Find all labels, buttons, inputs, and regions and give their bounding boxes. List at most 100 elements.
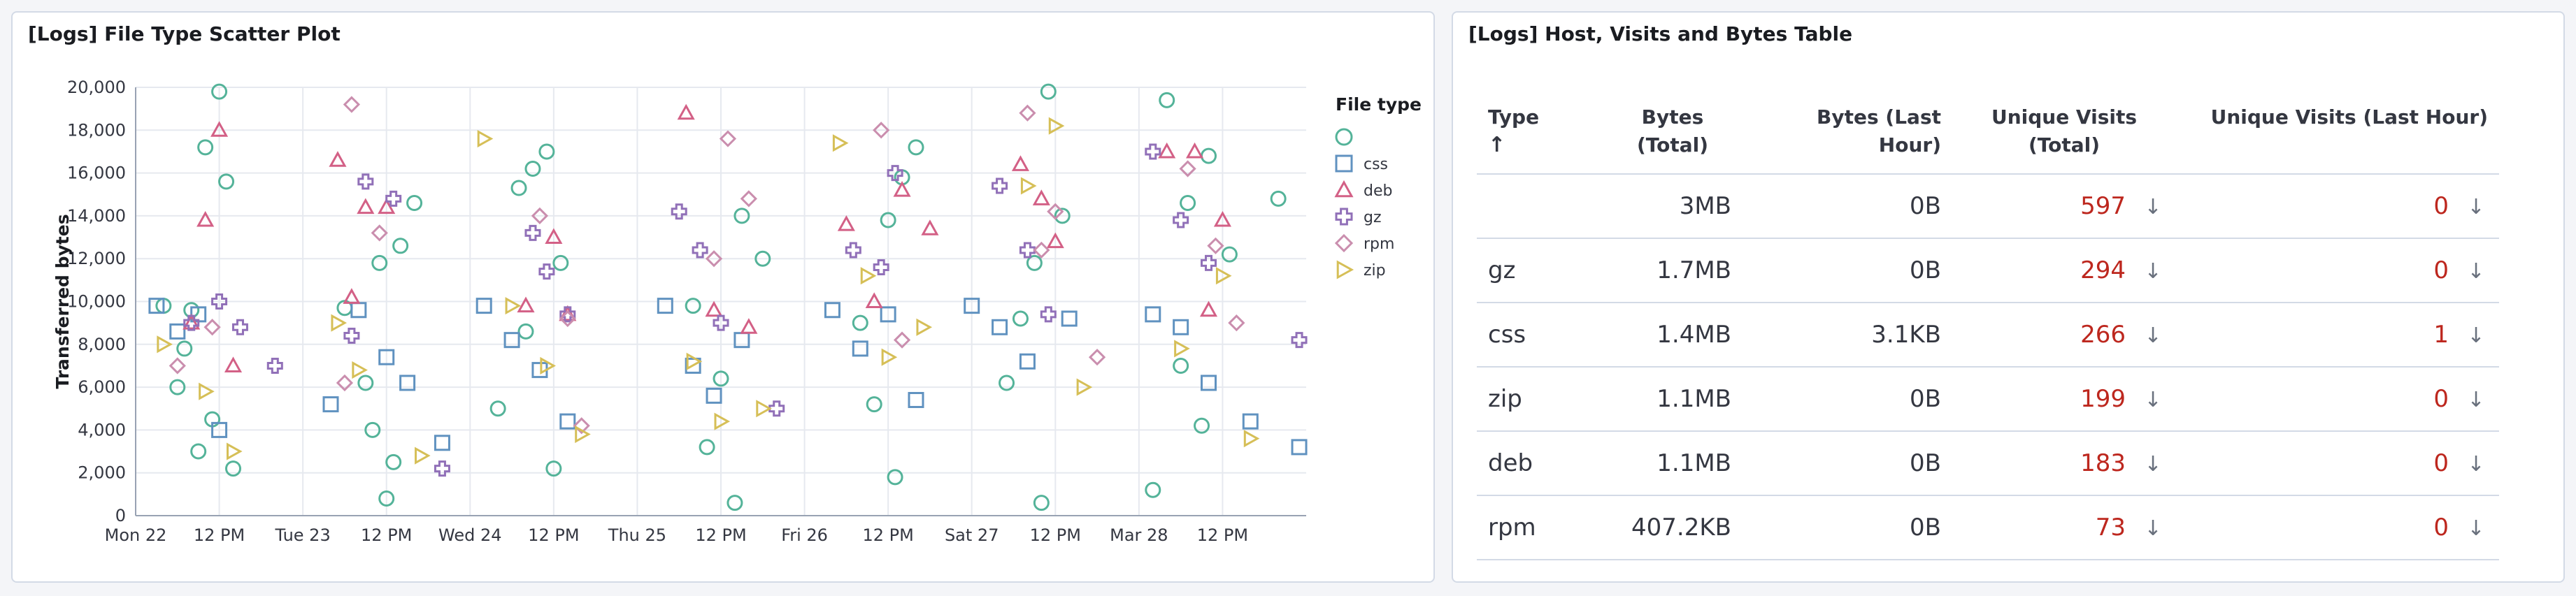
data-point-deb [1186,142,1204,159]
cell-type: gz [1477,238,1603,303]
arrow-down-icon[interactable]: ↓ [2467,516,2485,541]
data-point-gz [183,314,200,331]
data-point-blank [378,490,395,507]
visits-value: 294 [2080,256,2126,284]
data-point-rpm [1033,241,1050,259]
data-point-deb [1032,189,1050,205]
sort-ascending-icon[interactable]: ↑ [1488,133,1506,157]
data-point-rpm [1207,237,1224,254]
data-point-zip [157,335,173,354]
legend-marker-css [1335,154,1353,173]
data-point-gz [1291,332,1308,349]
data-point-rpm [336,374,354,392]
data-point-blank [545,460,562,477]
column-header-label: Unique Visits (Total) [1991,106,2138,157]
data-point-css [1291,439,1308,456]
arrow-down-icon[interactable]: ↓ [2467,452,2485,477]
data-point-blank [371,254,388,271]
data-point-blank [1270,190,1287,207]
visits-value: 0 [2433,385,2449,413]
legend-marker-zip [1336,260,1354,279]
cell-visits-total: 199 ↓ [1952,367,2176,432]
data-point-css [1242,413,1259,430]
data-point-deb [740,318,758,334]
data-point-css [378,349,395,365]
data-point-deb [865,292,883,308]
legend-label: rpm [1364,235,1394,253]
data-point-css [908,391,924,408]
data-point-gz [559,306,576,323]
y-tick-label: 10,000 [67,292,126,312]
data-point-blank [406,195,423,212]
data-point-blank [169,379,186,395]
data-point-blank [1033,495,1050,511]
cell-type: rpm [1477,495,1603,560]
column-header-bytes-total[interactable]: Bytes (Total) [1603,89,1743,175]
data-point-blank [176,340,193,357]
arrow-down-icon[interactable]: ↓ [2144,195,2162,219]
arrow-down-icon[interactable]: ↓ [2467,259,2485,284]
column-header-bytes-last-hour[interactable]: Bytes (Last Hour) [1743,89,1952,175]
scatter-chart: 0 2,000 4,000 6,000 8,000 10,000 12,000 14,000 1… [52,78,1422,545]
data-point-css [559,413,576,430]
arrow-down-icon[interactable]: ↓ [2467,195,2485,219]
data-point-blank [1180,195,1196,212]
cell-bytes-total: 407.2KB [1603,495,1743,560]
cell-visits-total: 294 ↓ [1952,238,2176,303]
data-point-deb [224,356,243,372]
visits-value: 0 [2433,256,2449,284]
arrow-down-icon[interactable]: ↓ [2144,388,2162,412]
data-point-css [824,302,840,319]
data-point-rpm [169,357,186,375]
data-point-blank [211,83,228,100]
data-point-deb [559,305,577,321]
arrow-down-icon[interactable]: ↓ [2144,259,2162,284]
data-point-gz [1173,212,1189,228]
data-point-blank [1026,254,1043,271]
arrow-down-icon[interactable]: ↓ [2144,324,2162,348]
x-tick-label: Mar 28 [1110,525,1168,545]
data-point-rpm [1179,160,1196,177]
data-point-css [1173,319,1189,335]
data-point-blank [734,208,750,224]
data-point-blank [754,250,771,267]
cell-type [1477,174,1603,239]
data-point-blank [190,443,207,460]
arrow-down-icon[interactable]: ↓ [2144,516,2162,541]
data-point-zip [1076,378,1093,396]
column-header-visits-total[interactable]: Unique Visits (Total) [1952,89,2176,175]
data-point-deb [837,215,855,231]
data-point-zip [477,130,494,148]
data-point-zip [881,348,898,366]
data-point-css [1201,375,1217,391]
visits-value: 0 [2433,514,2449,542]
data-point-zip [916,318,933,336]
y-tick-label: 16,000 [67,163,126,183]
arrow-down-icon[interactable]: ↓ [2467,324,2485,348]
column-header-visits-last-hour[interactable]: Unique Visits (Last Hour) [2176,89,2499,175]
data-point-css [169,323,186,340]
data-point-css [657,298,673,314]
table-row: rpm 407.2KB 0B 73 ↓ 0 ↓ [1477,495,2499,560]
data-point-blank [517,323,534,340]
legend-marker-deb [1334,180,1354,198]
legend-label: deb [1364,182,1392,200]
data-point-zip [415,446,431,465]
arrow-down-icon[interactable]: ↓ [2144,452,2162,477]
data-point-blank [552,254,569,271]
data-point-rpm [203,319,221,336]
cell-bytes-last-hour: 0B [1743,431,1952,496]
data-point-blank [1194,417,1210,434]
data-point-zip [1215,267,1232,285]
x-tick-label: 12 PM [695,525,746,545]
y-tick-label: 14,000 [67,206,126,226]
legend-marker-gz [1335,208,1353,226]
cell-visits-last-hour: 0 ↓ [2176,431,2499,496]
cell-visits-last-hour: 0 ↓ [2176,367,2499,432]
data-point-zip [331,314,348,332]
column-header-type[interactable]: Type ↑ [1477,89,1603,175]
cell-bytes-total: 1.1MB [1603,431,1743,496]
x-tick-label: 12 PM [194,525,245,545]
arrow-down-icon[interactable]: ↓ [2467,388,2485,412]
column-header-label: Unique Visits (Last Hour) [2210,106,2488,129]
